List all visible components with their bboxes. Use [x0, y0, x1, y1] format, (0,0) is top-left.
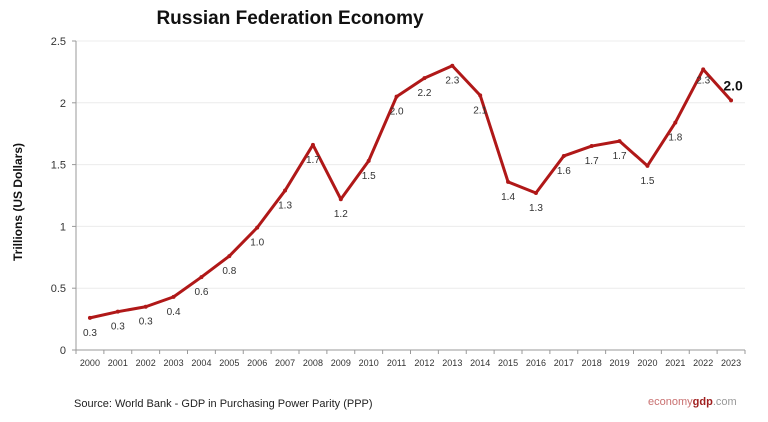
data-label: 1.5	[640, 176, 654, 187]
x-tick-label: 2006	[247, 358, 267, 368]
data-label: 2.1	[473, 105, 487, 116]
x-tick-label: 2020	[637, 358, 657, 368]
x-tick-label: 2019	[610, 358, 630, 368]
data-label: 0.6	[194, 287, 208, 298]
chart-title: Russian Federation Economy	[156, 8, 424, 29]
x-tick-label: 2012	[414, 358, 434, 368]
data-label: 0.3	[83, 328, 97, 339]
data-point	[506, 179, 511, 184]
data-label: 1.8	[668, 133, 682, 144]
y-tick-label: 0	[60, 345, 66, 357]
data-point	[701, 67, 706, 72]
x-tick-label: 2011	[387, 358, 406, 368]
data-point	[255, 225, 260, 230]
x-tick-label: 2014	[470, 358, 490, 368]
y-tick-label: 1.5	[51, 160, 66, 172]
data-label: 0.3	[111, 322, 125, 333]
data-label: 0.3	[139, 317, 153, 328]
data-point	[143, 304, 148, 309]
data-label: 1.5	[362, 171, 376, 182]
data-label: 1.7	[306, 155, 320, 166]
data-point	[478, 93, 483, 98]
data-label: 2.3	[696, 75, 710, 86]
y-tick-label: 0.5	[51, 283, 66, 295]
x-tick-label: 2013	[442, 358, 462, 368]
y-tick-label: 1	[60, 221, 66, 233]
x-tick-label: 2008	[303, 358, 323, 368]
data-label: 1.0	[250, 238, 264, 249]
data-label: 2.3	[445, 76, 459, 87]
x-tick-label: 2015	[498, 358, 518, 368]
x-tick-label: 2005	[219, 358, 239, 368]
data-point	[115, 309, 120, 314]
data-point	[171, 294, 176, 299]
x-tick-label: 2000	[80, 358, 100, 368]
data-point	[366, 158, 371, 163]
data-label: 2.2	[417, 88, 431, 99]
data-point	[589, 144, 594, 149]
x-tick-label: 2023	[721, 358, 741, 368]
data-point	[422, 76, 427, 81]
data-point	[283, 188, 288, 193]
x-tick-label: 2022	[693, 358, 713, 368]
data-point	[394, 94, 399, 99]
x-tick-label: 2004	[191, 358, 211, 368]
x-tick-label: 2001	[108, 358, 128, 368]
data-label: 1.7	[585, 156, 599, 167]
source-note: Source: World Bank - GDP in Purchasing P…	[74, 398, 373, 410]
x-tick-label: 2009	[331, 358, 351, 368]
data-label: 2.0	[723, 77, 743, 93]
data-label: 2.0	[390, 107, 404, 118]
series-line	[89, 64, 733, 320]
data-point	[227, 254, 232, 259]
data-point	[87, 315, 92, 320]
economygdp-logo[interactable]: economygdp.com	[648, 396, 737, 408]
data-point	[617, 139, 622, 144]
data-label: 1.7	[613, 151, 627, 162]
data-label: 0.4	[167, 307, 181, 318]
data-point	[450, 63, 455, 68]
data-point	[533, 191, 538, 196]
x-tick-label: 2007	[275, 358, 295, 368]
data-label: 1.3	[529, 203, 543, 214]
x-tick-label: 2021	[665, 358, 685, 368]
data-point	[310, 142, 315, 147]
data-point	[199, 275, 204, 280]
x-tick-label: 2002	[136, 358, 156, 368]
data-point	[729, 98, 734, 103]
data-label: 0.8	[222, 266, 236, 277]
x-tick-label: 2018	[582, 358, 602, 368]
x-tick-label: 2016	[526, 358, 546, 368]
data-label: 1.3	[278, 201, 292, 212]
x-tick-label: 2003	[164, 358, 184, 368]
data-label: 1.4	[501, 192, 515, 203]
data-label: 1.6	[557, 166, 571, 177]
data-label: 1.2	[334, 209, 348, 220]
y-tick-label: 2	[60, 98, 66, 110]
x-tick-label: 2010	[359, 358, 379, 368]
logo-part: economy	[648, 396, 693, 408]
data-point	[338, 197, 343, 202]
y-tick-label: 2.5	[51, 36, 66, 48]
data-point	[645, 163, 650, 168]
logo-part: gdp	[692, 396, 713, 408]
data-point	[673, 120, 678, 125]
logo-part: .com	[712, 396, 737, 408]
data-point	[561, 153, 566, 158]
x-tick-label: 2017	[554, 358, 574, 368]
